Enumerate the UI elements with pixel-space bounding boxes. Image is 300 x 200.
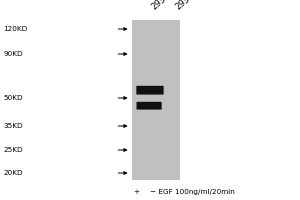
Text: 293: 293 bbox=[150, 0, 168, 12]
FancyBboxPatch shape bbox=[136, 86, 164, 95]
Text: 50KD: 50KD bbox=[3, 95, 22, 101]
Text: 20KD: 20KD bbox=[3, 170, 22, 176]
Text: +: + bbox=[134, 189, 140, 195]
FancyBboxPatch shape bbox=[136, 102, 162, 110]
Text: 35KD: 35KD bbox=[3, 123, 22, 129]
Bar bbox=[132, 20, 180, 180]
Text: 293: 293 bbox=[174, 0, 192, 12]
Text: − EGF 100ng/ml/20min: − EGF 100ng/ml/20min bbox=[150, 189, 235, 195]
Text: 25KD: 25KD bbox=[3, 147, 22, 153]
Text: 90KD: 90KD bbox=[3, 51, 22, 57]
Text: 120KD: 120KD bbox=[3, 26, 27, 32]
